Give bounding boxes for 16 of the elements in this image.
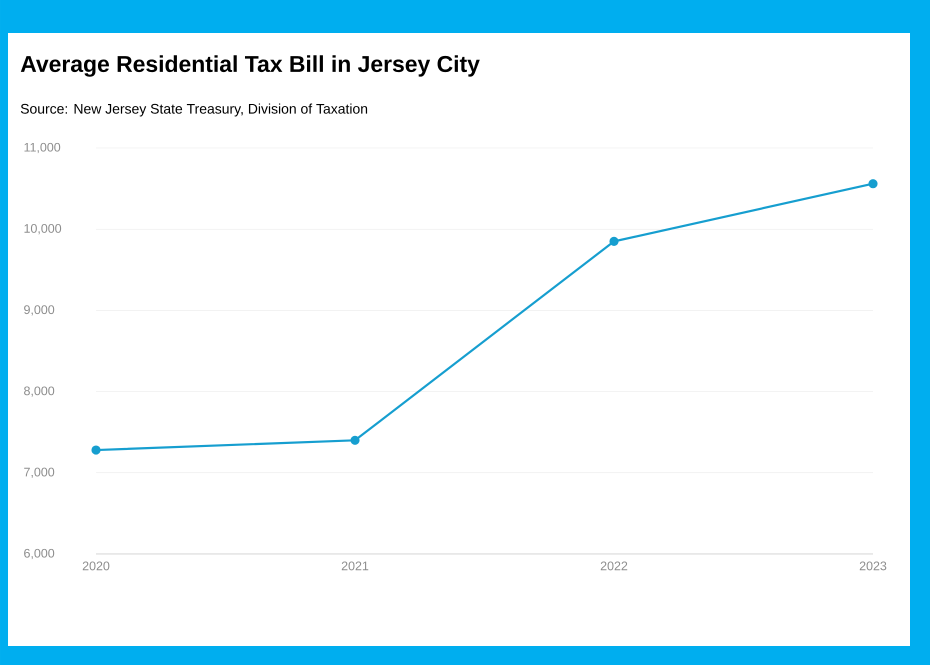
point xyxy=(350,436,360,445)
y-tick-label: 8,000 xyxy=(24,386,54,397)
y-tick-label: 9,000 xyxy=(24,305,54,316)
chart-subtitle: Source: New Jersey State Treasury, Division of Taxation xyxy=(20,103,368,116)
x-tick-label: 2020 xyxy=(82,562,110,570)
x-tick-label: 2022 xyxy=(600,562,628,570)
x-tick-label: 2021 xyxy=(342,562,368,570)
x-tick-label: 2023 xyxy=(860,562,886,570)
chart-title: Average Residential Tax Bill in Jersey City xyxy=(20,55,480,77)
point xyxy=(868,179,878,188)
y-tick-label: 6,000 xyxy=(24,548,54,560)
point xyxy=(609,236,619,246)
y-tick-label: 10,000 xyxy=(24,224,62,234)
point xyxy=(91,445,101,455)
y-tick-label: 7,000 xyxy=(24,468,54,478)
y-tick-label: 11,000 xyxy=(24,142,60,154)
